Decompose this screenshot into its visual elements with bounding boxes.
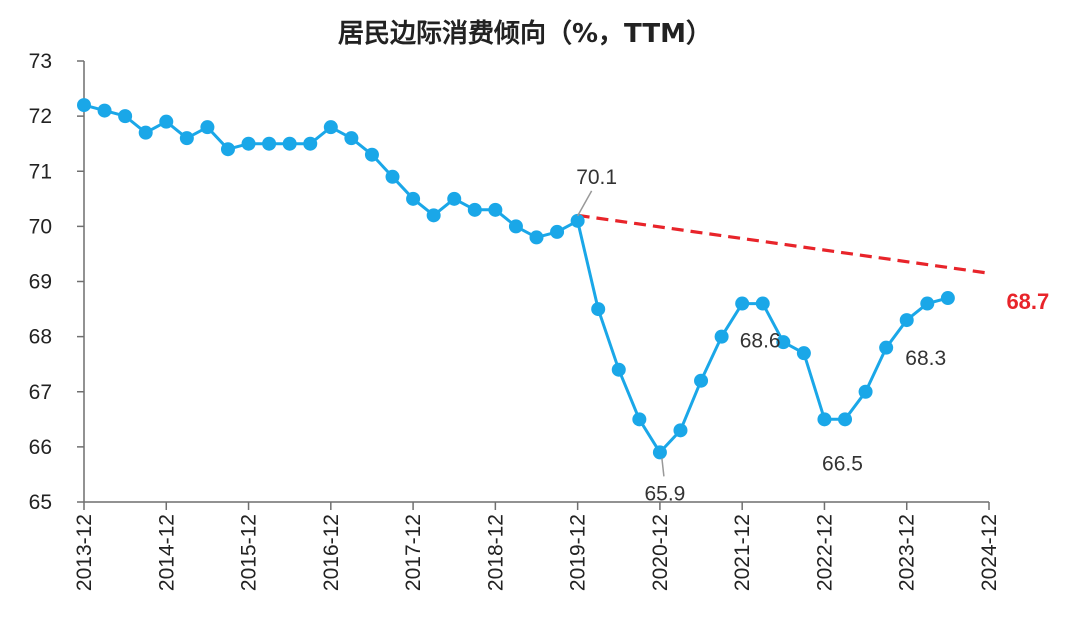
x-tick-label: 2022-12 — [813, 514, 836, 591]
data-point — [385, 169, 400, 184]
data-point — [262, 136, 277, 151]
data-point — [159, 114, 174, 129]
data-point — [940, 291, 955, 306]
data-point — [406, 191, 421, 206]
data-point — [323, 120, 338, 135]
x-tick-label: 2014-12 — [155, 514, 178, 591]
y-axis: 65 66 67 68 69 70 71 72 73 — [29, 50, 85, 514]
y-tick-label: 66 — [29, 436, 52, 459]
x-tick-label: 2024-12 — [978, 514, 1001, 591]
trend-line-group — [577, 213, 990, 275]
data-point — [817, 412, 832, 427]
data-point — [282, 136, 297, 151]
trend-line — [577, 213, 990, 275]
data-point — [508, 219, 523, 234]
data-point — [673, 423, 688, 438]
annotation-leader — [576, 190, 593, 217]
series-group — [77, 98, 955, 460]
data-label: 65.9 — [644, 482, 685, 505]
x-tick-label: 2013-12 — [73, 514, 96, 591]
data-point — [467, 202, 482, 217]
latest-value-label: 68.7 — [1006, 289, 1049, 314]
data-point — [97, 103, 112, 118]
data-point — [488, 202, 503, 217]
y-tick-label: 69 — [29, 271, 52, 294]
data-point — [652, 445, 667, 460]
x-tick-label: 2020-12 — [649, 514, 672, 591]
data-point — [344, 131, 359, 146]
x-axis: 2013-12 2014-12 2015-12 2016-12 2017-12 2018-… — [73, 501, 1001, 591]
data-point — [220, 142, 235, 157]
annotation-group: 70.1 65.9 68.6 66.5 68.3 68.7 — [576, 166, 1049, 506]
x-tick-label: 2021-12 — [731, 514, 754, 591]
data-point — [735, 296, 750, 311]
data-point — [529, 230, 544, 245]
x-tick-label: 2019-12 — [567, 514, 590, 591]
data-point — [796, 346, 811, 361]
data-point — [550, 224, 565, 239]
x-tick-label: 2018-12 — [484, 514, 507, 591]
data-point — [632, 412, 647, 427]
data-point — [838, 412, 853, 427]
y-tick-label: 70 — [29, 215, 52, 238]
data-label: 68.6 — [740, 330, 781, 353]
data-point — [364, 147, 379, 162]
y-tick-label: 68 — [29, 326, 52, 349]
data-point — [755, 296, 770, 311]
data-point — [200, 120, 215, 135]
data-point — [303, 136, 318, 151]
data-point — [118, 109, 133, 124]
data-label: 66.5 — [822, 452, 863, 475]
data-point — [858, 384, 873, 399]
data-point — [77, 98, 91, 113]
y-tick-label: 72 — [29, 105, 52, 128]
data-point — [426, 208, 441, 223]
data-point — [138, 125, 153, 140]
x-tick-label: 2023-12 — [896, 514, 919, 591]
data-point — [776, 335, 791, 350]
chart-title: 居民边际消费倾向（%，TTM） — [338, 18, 712, 49]
annotation-leader — [661, 458, 665, 477]
y-tick-label: 67 — [29, 381, 52, 404]
data-point — [714, 329, 729, 344]
y-tick-label: 73 — [29, 50, 52, 73]
data-point — [241, 136, 256, 151]
data-point — [879, 340, 894, 355]
data-point — [611, 362, 626, 377]
data-point — [591, 302, 606, 317]
data-point — [694, 373, 709, 388]
data-point — [447, 191, 462, 206]
y-tick-label: 71 — [29, 160, 52, 183]
data-point — [570, 213, 585, 228]
data-point — [899, 313, 914, 328]
data-label: 68.3 — [905, 347, 946, 370]
y-tick-label: 65 — [29, 491, 52, 514]
data-point — [920, 296, 935, 311]
data-point — [179, 131, 194, 146]
series-line — [83, 103, 949, 454]
x-tick-label: 2017-12 — [402, 514, 425, 591]
x-tick-label: 2015-12 — [238, 514, 261, 591]
data-label: 70.1 — [576, 166, 617, 189]
x-tick-label: 2016-12 — [320, 514, 343, 591]
